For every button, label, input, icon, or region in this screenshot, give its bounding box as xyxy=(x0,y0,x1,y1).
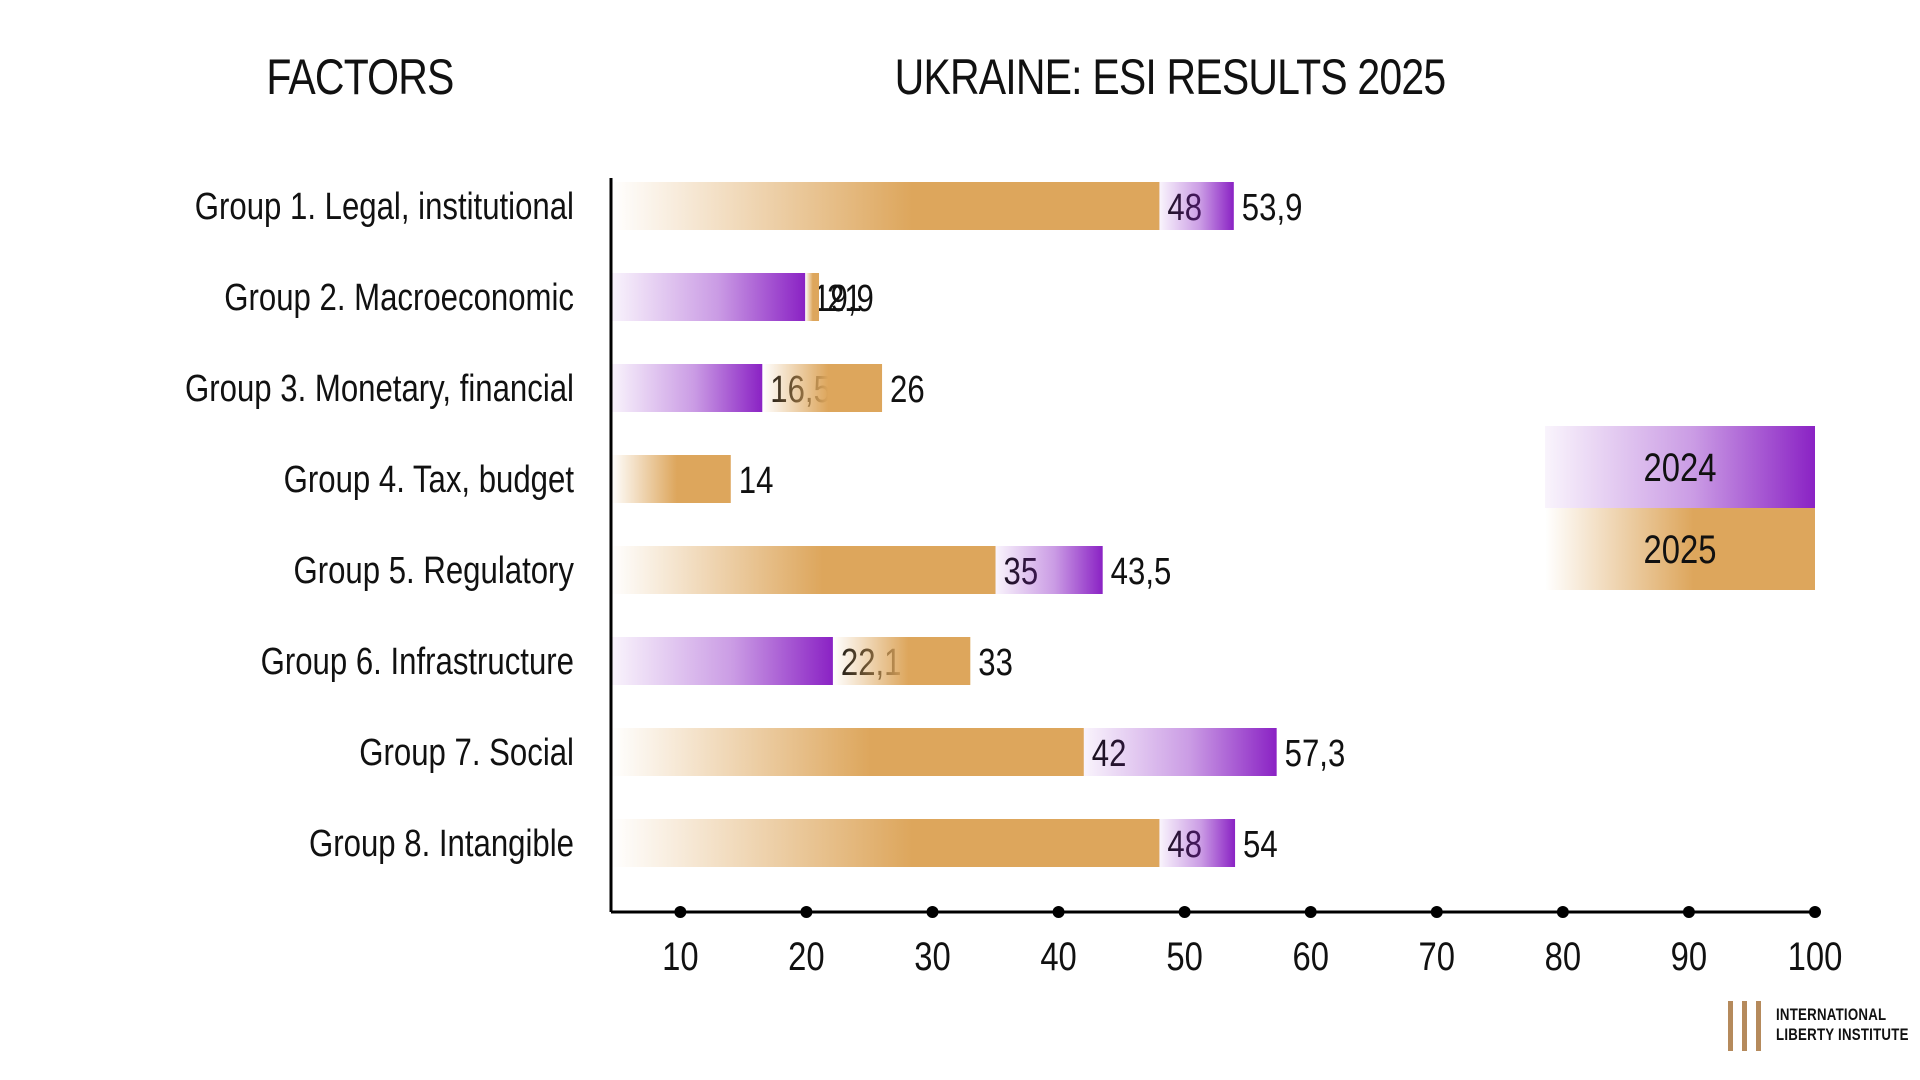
x-tick-dot xyxy=(1430,906,1443,918)
logo-line-1: INTERNATIONAL xyxy=(1776,1005,1887,1024)
data-label: 21 xyxy=(827,278,862,320)
bar-2025 xyxy=(611,182,1160,230)
x-tick-label: 80 xyxy=(1545,934,1581,979)
data-label: 14 xyxy=(739,460,774,502)
legend-swatch-2025 xyxy=(1545,508,1815,590)
x-tick-label: 60 xyxy=(1292,934,1328,979)
data-label: 43,5 xyxy=(1111,551,1172,593)
x-tick-dot xyxy=(1556,906,1569,918)
bar-2024 xyxy=(1159,182,1234,230)
data-label: 57,3 xyxy=(1285,733,1346,775)
x-tick-label: 30 xyxy=(914,934,950,979)
iil-logo-mark xyxy=(1728,1001,1768,1051)
x-tick-label: 20 xyxy=(788,934,824,979)
bar-2025 xyxy=(805,273,820,321)
factors-title: FACTORS xyxy=(266,49,454,105)
x-tick-label: 100 xyxy=(1788,934,1843,979)
x-tick-dot xyxy=(1682,906,1695,918)
x-tick-label: 40 xyxy=(1040,934,1076,979)
bar-2025 xyxy=(762,364,883,412)
category-label: Group 3. Monetary, financial xyxy=(185,368,574,410)
category-label: Group 2. Macroeconomic xyxy=(224,277,574,319)
bar-2024 xyxy=(611,364,763,412)
chart-title: UKRAINE: ESI RESULTS 2025 xyxy=(894,49,1447,105)
category-label: Group 8. Intangible xyxy=(309,823,574,865)
data-label: 54 xyxy=(1243,824,1278,866)
bar-2024 xyxy=(611,273,806,321)
data-label: 26 xyxy=(890,369,925,411)
x-tick-dot xyxy=(800,906,813,918)
bar-2024 xyxy=(1083,728,1277,776)
x-tick-label: 10 xyxy=(662,934,698,979)
category-label: Group 6. Infrastructure xyxy=(261,641,574,683)
iil-logo-text: INTERNATIONAL LIBERTY INSTITUTE xyxy=(1776,1005,1909,1045)
x-tick-dot xyxy=(1052,906,1065,918)
data-label: 33 xyxy=(978,642,1013,684)
bar-2025 xyxy=(611,546,996,594)
bar-2024 xyxy=(995,546,1103,594)
logo-line-2: LIBERTY INSTITUTE xyxy=(1776,1025,1909,1044)
bar-2024 xyxy=(1159,819,1236,867)
legend-swatch-2024 xyxy=(1545,426,1815,508)
bar-2025 xyxy=(611,728,1084,776)
category-label: Group 7. Social xyxy=(359,732,574,774)
x-tick-dot xyxy=(926,906,939,918)
x-tick-dot xyxy=(1304,906,1317,918)
data-label: 19,9 xyxy=(813,278,874,320)
x-tick-label: 50 xyxy=(1166,934,1202,979)
x-tick-dot xyxy=(1178,906,1191,918)
bar-2024 xyxy=(611,637,833,685)
x-tick-label: 90 xyxy=(1671,934,1707,979)
category-label: Group 1. Legal, institutional xyxy=(195,186,574,228)
x-tick-dot xyxy=(1809,906,1821,918)
bar-2025 xyxy=(611,819,1160,867)
legend-label: 2024 xyxy=(1644,445,1717,490)
category-label: Group 5. Regulatory xyxy=(294,550,575,592)
data-label: 53,9 xyxy=(1242,187,1303,229)
legend-label: 2025 xyxy=(1644,527,1717,572)
x-tick-label: 70 xyxy=(1419,934,1455,979)
iil-logo: INTERNATIONAL LIBERTY INSTITUTE xyxy=(1728,995,1908,1055)
x-tick-dot xyxy=(674,906,687,918)
category-label: Group 4. Tax, budget xyxy=(284,459,575,501)
bar-2025 xyxy=(832,637,971,685)
bar-2025 xyxy=(611,455,731,503)
